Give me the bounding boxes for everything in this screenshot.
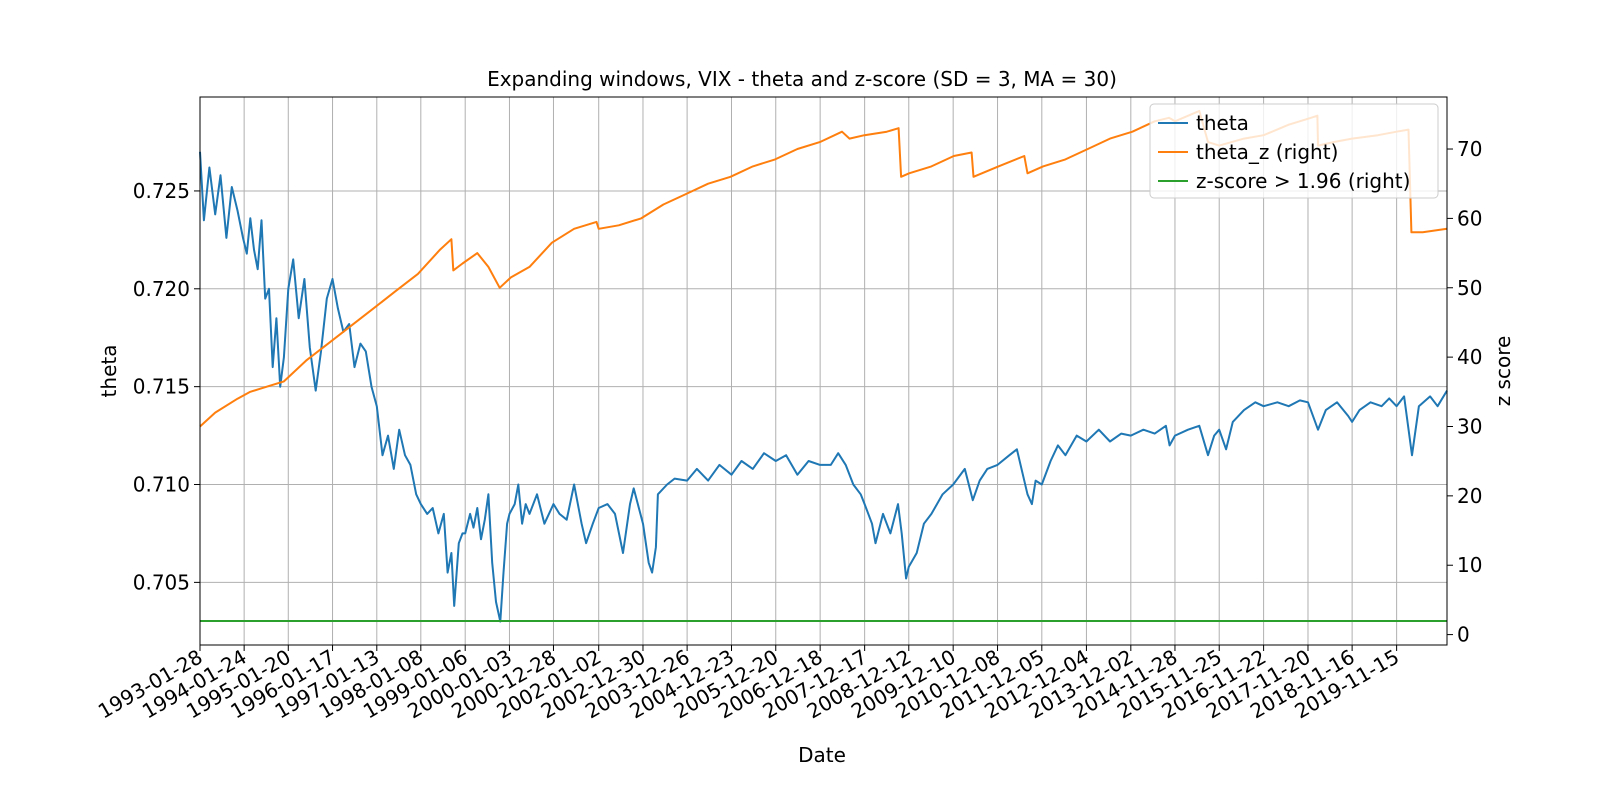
- legend-label: z-score > 1.96 (right): [1196, 169, 1410, 193]
- x-axis: 1993-01-281994-01-241995-01-201996-01-17…: [94, 645, 1403, 724]
- y-tick-label-left: 0.720: [133, 277, 190, 301]
- y-tick-label-right: 0: [1457, 623, 1470, 647]
- legend-label: theta_z (right): [1196, 140, 1338, 164]
- y-tick-label-right: 40: [1457, 345, 1482, 369]
- y-tick-label-right: 50: [1457, 276, 1482, 300]
- y-tick-label-left: 0.725: [133, 179, 190, 203]
- y-axis-left: 0.705 0.710 0.715 0.720 0.725: [133, 179, 200, 594]
- legend-box: [1149, 103, 1439, 199]
- y-tick-label-right: 10: [1457, 553, 1482, 577]
- y-tick-label-left: 0.710: [133, 473, 190, 497]
- y-tick-label-left: 0.705: [133, 570, 190, 594]
- y-tick-label-right: 70: [1457, 137, 1482, 161]
- y-axis-label-right: z score: [1491, 336, 1515, 407]
- legend-label: theta: [1196, 111, 1249, 135]
- chart-title: Expanding windows, VIX - theta and z-sco…: [487, 67, 1117, 91]
- y-tick-label-right: 60: [1457, 206, 1482, 230]
- y-tick-label-right: 20: [1457, 484, 1482, 508]
- plot-frame: [199, 96, 1448, 646]
- y-tick-label-left: 0.715: [133, 375, 190, 399]
- y-axis-right: 0 10 20 30 40 50 60 70: [1447, 137, 1482, 647]
- y-tick-label-right: 30: [1457, 414, 1482, 438]
- legend: theta theta_z (right) z-score > 1.96 (righ…: [1149, 103, 1439, 199]
- x-axis-label: Date: [798, 743, 846, 767]
- grid: [199, 97, 1447, 645]
- y-axis-label-left: theta: [97, 345, 121, 398]
